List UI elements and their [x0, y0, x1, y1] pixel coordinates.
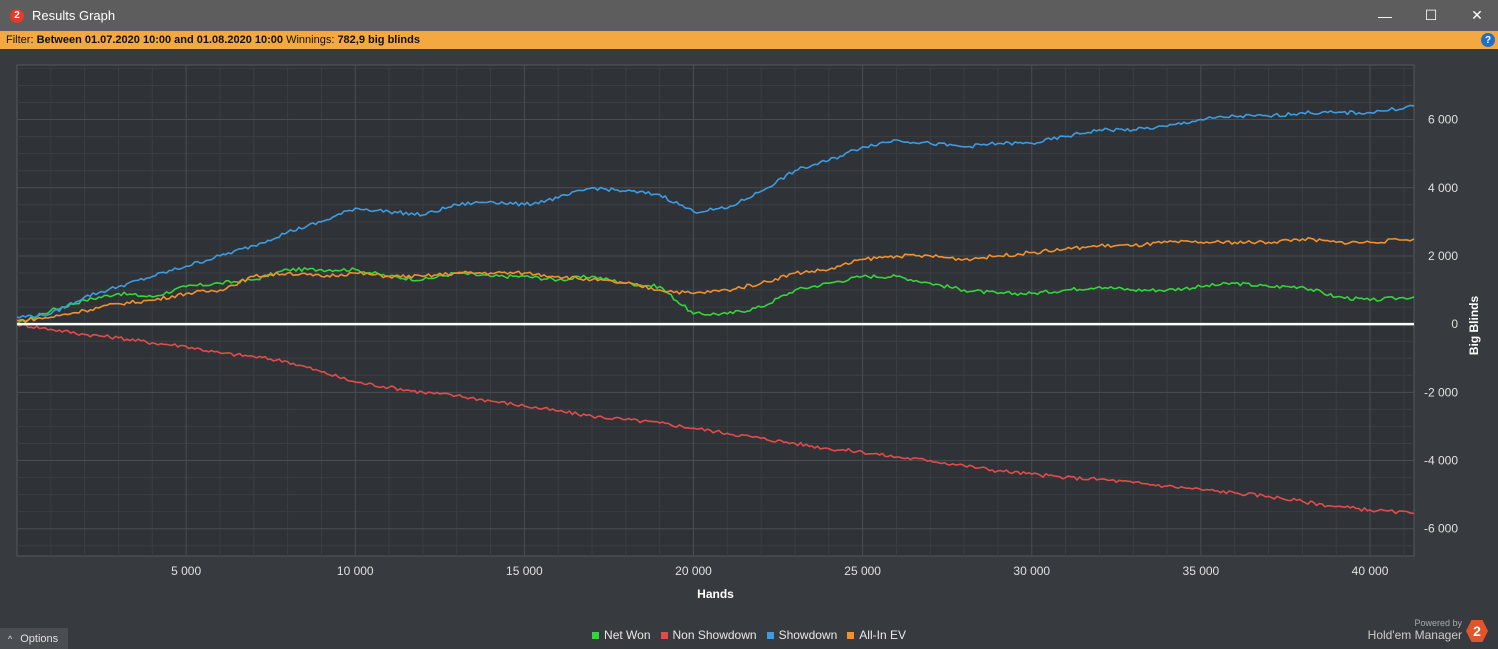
- y-tick-label: -6 000: [1424, 522, 1458, 536]
- x-tick-label: 40 000: [1352, 564, 1389, 578]
- legend-swatch: [766, 631, 774, 639]
- brand: Powered by Hold'em Manager 2: [1368, 618, 1488, 642]
- x-tick-label: 25 000: [844, 564, 881, 578]
- winnings-label: Winnings:: [286, 34, 335, 46]
- winnings-value: 782,9 big blinds: [337, 34, 420, 46]
- y-tick-label: 2 000: [1428, 249, 1458, 263]
- plot-area: [16, 64, 1415, 557]
- brand-logo-icon: 2: [1466, 620, 1488, 642]
- x-tick-label: 35 000: [1183, 564, 1220, 578]
- brand-name: Hold'em Manager: [1367, 628, 1462, 642]
- legend-swatch: [847, 631, 855, 639]
- options-button[interactable]: ^ Options: [0, 628, 68, 649]
- minimize-button[interactable]: —: [1378, 7, 1392, 24]
- y-tick-label: -4 000: [1424, 454, 1458, 468]
- window-title: Results Graph: [32, 8, 116, 23]
- filter-range: Between 01.07.2020 10:00 and 01.08.2020 …: [36, 34, 284, 46]
- legend-item[interactable]: All-In EV: [847, 628, 906, 642]
- x-tick-label: 15 000: [506, 564, 543, 578]
- legend-swatch: [592, 631, 600, 639]
- legend-item[interactable]: Net Won: [592, 628, 651, 642]
- results-chart[interactable]: 5 000 10 000 15 000 20 000 25 000 30 000 35 00…: [0, 49, 1498, 624]
- powered-by-text: Powered by: [1414, 618, 1462, 628]
- maximize-button[interactable]: ☐: [1424, 7, 1438, 23]
- app-logo-icon: 2: [10, 8, 24, 23]
- y-axis-title: Big Blinds: [1467, 296, 1481, 356]
- y-tick-label: 0: [1451, 317, 1458, 331]
- series-line-all-in-ev: [16, 237, 1415, 323]
- series-line-non-showdown: [16, 322, 1415, 515]
- help-icon[interactable]: ?: [1481, 33, 1495, 47]
- x-tick-label: 10 000: [337, 564, 374, 578]
- y-tick-label: 4 000: [1428, 181, 1458, 195]
- legend-item[interactable]: Showdown: [766, 628, 838, 642]
- legend-label: Net Won: [604, 628, 651, 642]
- x-tick-label: 30 000: [1013, 564, 1050, 578]
- chevron-up-icon: ^: [8, 633, 13, 644]
- filter-bar: Filter: Between 01.07.2020 10:00 and 01.…: [0, 31, 1498, 49]
- x-tick-label: 5 000: [171, 564, 201, 578]
- legend-swatch: [660, 631, 668, 639]
- legend-label: Non Showdown: [672, 628, 757, 642]
- title-bar: 2 Results Graph — ☐ ✕: [0, 0, 1498, 31]
- legend-item[interactable]: Non Showdown: [660, 628, 757, 642]
- legend-label: All-In EV: [859, 628, 906, 642]
- series-line-net-won: [16, 267, 1415, 325]
- options-label: Options: [20, 632, 59, 645]
- y-tick-label: 6 000: [1428, 113, 1458, 127]
- filter-prefix: Filter:: [6, 34, 34, 46]
- series-line-showdown: [16, 104, 1415, 319]
- x-axis-title: Hands: [697, 587, 734, 601]
- y-tick-label: -2 000: [1424, 385, 1458, 399]
- close-button[interactable]: ✕: [1471, 7, 1483, 23]
- chart-legend: Net Won Non Showdown Showdown All-In EV: [0, 628, 1498, 642]
- x-tick-label: 20 000: [675, 564, 712, 578]
- legend-label: Showdown: [778, 628, 838, 642]
